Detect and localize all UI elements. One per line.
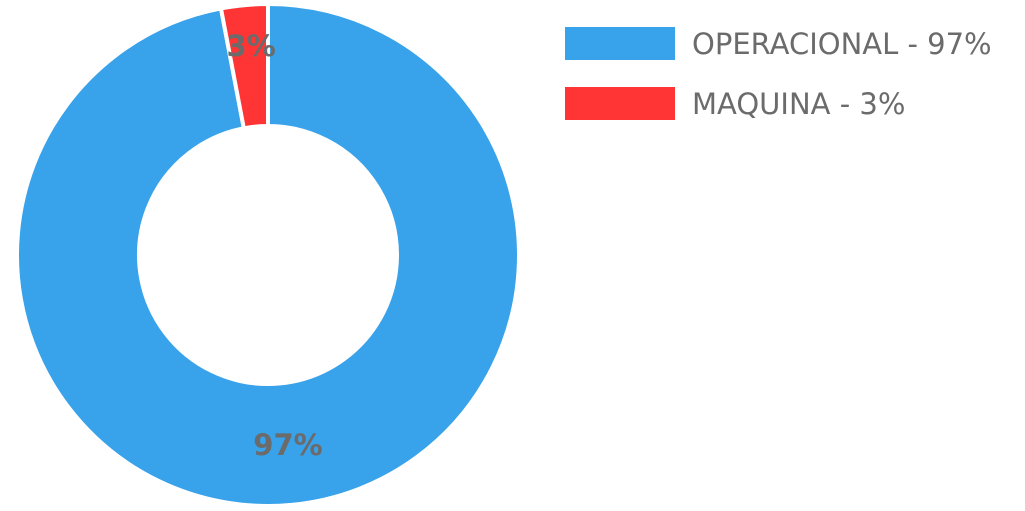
slice-label-maquina: 3%	[227, 29, 276, 63]
slice-label-operacional: 97%	[253, 428, 322, 462]
chart-legend: OPERACIONAL - 97% MAQUINA - 3%	[565, 25, 992, 145]
legend-item-maquina: MAQUINA - 3%	[565, 85, 992, 122]
legend-swatch-maquina	[565, 87, 675, 120]
donut-slices	[15, 1, 521, 508]
legend-item-operacional: OPERACIONAL - 97%	[565, 25, 992, 62]
legend-label-operacional: OPERACIONAL - 97%	[692, 26, 992, 61]
donut-slice-operacional	[15, 1, 521, 508]
donut-chart-svg: 97% 3%	[15, 1, 521, 508]
legend-label-maquina: MAQUINA - 3%	[692, 86, 906, 121]
donut-slice-labels: 97% 3%	[227, 29, 323, 462]
donut-slice-maquina	[218, 1, 270, 131]
legend-swatch-operacional	[565, 27, 675, 60]
